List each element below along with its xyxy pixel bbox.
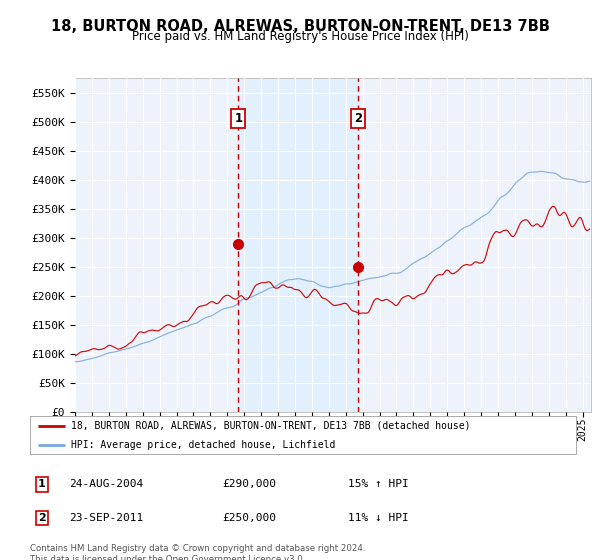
Text: 18, BURTON ROAD, ALREWAS, BURTON-ON-TRENT, DE13 7BB (detached house): 18, BURTON ROAD, ALREWAS, BURTON-ON-TREN… <box>71 421 470 431</box>
Text: 23-SEP-2011: 23-SEP-2011 <box>69 513 143 523</box>
Text: 2: 2 <box>354 112 362 125</box>
Text: Price paid vs. HM Land Registry's House Price Index (HPI): Price paid vs. HM Land Registry's House … <box>131 30 469 44</box>
Text: £250,000: £250,000 <box>222 513 276 523</box>
Text: 11% ↓ HPI: 11% ↓ HPI <box>348 513 409 523</box>
Text: £290,000: £290,000 <box>222 479 276 489</box>
Text: 1: 1 <box>234 112 242 125</box>
Text: 18, BURTON ROAD, ALREWAS, BURTON-ON-TRENT, DE13 7BB: 18, BURTON ROAD, ALREWAS, BURTON-ON-TREN… <box>50 20 550 34</box>
Bar <box>238 78 358 412</box>
Text: HPI: Average price, detached house, Lichfield: HPI: Average price, detached house, Lich… <box>71 440 335 450</box>
Text: 15% ↑ HPI: 15% ↑ HPI <box>348 479 409 489</box>
Text: 24-AUG-2004: 24-AUG-2004 <box>69 479 143 489</box>
Text: Contains HM Land Registry data © Crown copyright and database right 2024.
This d: Contains HM Land Registry data © Crown c… <box>30 544 365 560</box>
Text: 1: 1 <box>38 479 46 489</box>
Text: 2: 2 <box>38 513 46 523</box>
